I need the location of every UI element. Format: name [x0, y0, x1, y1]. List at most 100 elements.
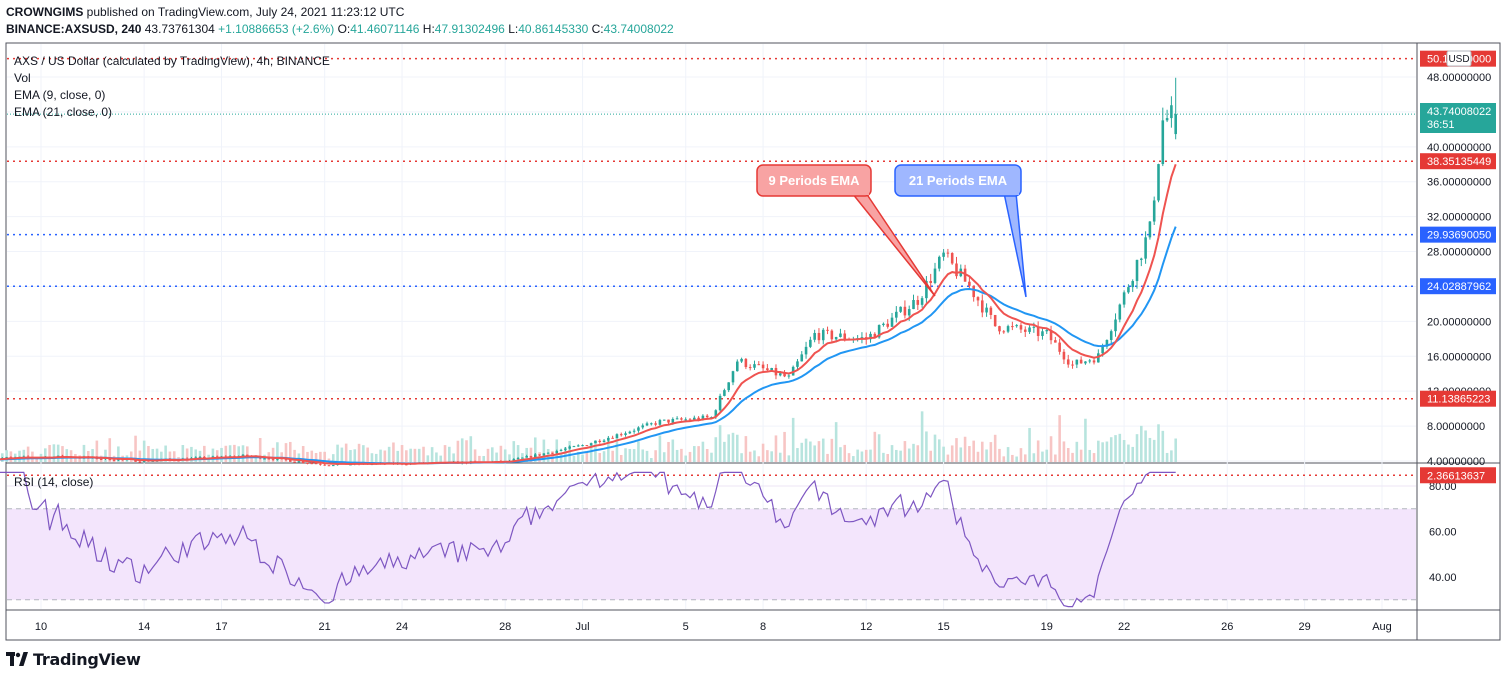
- candles: [1, 77, 1177, 467]
- candle-body: [319, 463, 322, 465]
- volume-bar: [1165, 452, 1169, 462]
- volume-bar: [220, 447, 223, 462]
- volume-bar: [469, 436, 473, 462]
- volume-bar: [529, 447, 533, 462]
- y-tick-label[interactable]: 16.00000000: [1427, 351, 1491, 363]
- volume-bar: [482, 456, 485, 462]
- x-tick-label[interactable]: 26: [1221, 621, 1233, 633]
- volume-bar: [980, 441, 984, 462]
- volume-bar: [499, 445, 503, 462]
- candle-body: [1011, 326, 1014, 328]
- volume-bar: [976, 451, 980, 462]
- candle-body: [989, 307, 993, 315]
- x-tick-label[interactable]: 12: [860, 621, 872, 633]
- candle-body: [576, 445, 580, 447]
- candle-body: [671, 418, 675, 423]
- x-tick-label[interactable]: 24: [396, 621, 408, 633]
- volume-bar: [710, 452, 713, 462]
- candle-body: [198, 456, 202, 458]
- volume-bar: [1097, 440, 1100, 462]
- volume-bar: [271, 447, 275, 462]
- tradingview-logo[interactable]: TradingView: [6, 648, 141, 670]
- volume-bar: [693, 446, 696, 462]
- candle-body: [886, 323, 890, 327]
- volume-bar: [585, 451, 589, 462]
- legend-vol[interactable]: Vol: [14, 71, 31, 85]
- volume-bar: [134, 435, 137, 462]
- volume-bar: [826, 453, 829, 462]
- volume-bar: [44, 448, 47, 462]
- legend-rsi[interactable]: RSI (14, close): [14, 475, 94, 489]
- volume-bar: [387, 446, 391, 462]
- candle-body: [314, 463, 318, 465]
- level-price-labels: 50.1000000038.3513544929.9369005024.0288…: [1420, 50, 1496, 484]
- x-tick-label[interactable]: 22: [1118, 621, 1130, 633]
- volume-bar: [340, 447, 344, 462]
- candle-body: [551, 452, 554, 454]
- volume-bar: [1144, 430, 1147, 462]
- x-tick-label[interactable]: 10: [35, 621, 47, 633]
- time-axis[interactable]: 10 14 17 21 24 28 Jul 5 8 12 15 19 22 26 29 Aug: [35, 621, 1392, 633]
- volume-bar: [856, 449, 859, 462]
- volume-bar: [370, 453, 374, 462]
- x-tick-label[interactable]: 19: [1041, 621, 1053, 633]
- x-tick-label[interactable]: 14: [138, 621, 150, 633]
- candle-body: [727, 382, 730, 391]
- horizontal-levels[interactable]: [7, 57, 1416, 477]
- volume-bar: [533, 437, 537, 462]
- x-tick-label[interactable]: 21: [319, 621, 331, 633]
- legend-ema21[interactable]: EMA (21, close, 0): [14, 105, 113, 119]
- volume-bar: [1088, 449, 1092, 462]
- volume-bar: [903, 441, 907, 462]
- volume-bar: [753, 450, 756, 462]
- volume-bar: [860, 451, 864, 462]
- y-tick-label[interactable]: 48.00000000: [1427, 72, 1491, 84]
- y-tick-label[interactable]: 28.00000000: [1427, 247, 1491, 259]
- rsi-tick-label: 40.00: [1429, 572, 1457, 584]
- candle-body: [611, 437, 614, 439]
- y-tick-label[interactable]: 8.00000000: [1427, 421, 1485, 433]
- candle-body: [521, 457, 524, 459]
- x-tick-label[interactable]: 29: [1299, 621, 1311, 633]
- open-value: 41.46071146: [350, 22, 420, 36]
- volume-bar: [396, 450, 400, 462]
- y-tick-label[interactable]: 40.00000000: [1427, 142, 1491, 154]
- x-tick-label[interactable]: 17: [215, 621, 227, 633]
- y-tick-label[interactable]: 36.00000000: [1427, 177, 1491, 189]
- volume-bar: [727, 434, 730, 462]
- volume-bar: [1174, 438, 1177, 462]
- volume-bar: [1075, 441, 1079, 462]
- volume-bar: [95, 440, 99, 462]
- x-tick-label[interactable]: Aug: [1372, 621, 1392, 633]
- volume-bar: [138, 450, 142, 462]
- volume-bar: [658, 435, 662, 462]
- candle-body: [890, 317, 894, 327]
- candle-body: [907, 309, 911, 316]
- volume-bar: [800, 442, 804, 462]
- volume-bar: [336, 444, 339, 462]
- legend-ema9[interactable]: EMA (9, close, 0): [14, 88, 106, 102]
- price-axis[interactable]: 48.0000000044.0000000040.0000000036.0000…: [1427, 72, 1491, 468]
- candle-body: [946, 252, 950, 254]
- candle-body: [804, 346, 808, 355]
- y-tick-label[interactable]: 4.00000000: [1427, 456, 1485, 468]
- y-tick-label[interactable]: 20.00000000: [1427, 316, 1491, 328]
- candle-body: [516, 458, 520, 460]
- x-tick-label[interactable]: Jul: [576, 621, 590, 633]
- candle-body: [645, 423, 649, 426]
- volume-bar: [491, 447, 494, 462]
- candle-body: [693, 417, 696, 420]
- volume-bar: [319, 451, 322, 462]
- x-tick-label[interactable]: 28: [499, 621, 511, 633]
- y-tick-label[interactable]: 32.00000000: [1427, 212, 1491, 224]
- tradingview-brand: TradingView: [33, 649, 141, 669]
- currency-badge[interactable]: USD: [1446, 50, 1472, 67]
- x-tick-label[interactable]: 5: [683, 621, 689, 633]
- volume-bar: [628, 448, 632, 462]
- x-tick-label[interactable]: 15: [937, 621, 949, 633]
- publisher-name[interactable]: CROWNGIMS: [6, 5, 84, 19]
- volume-bar: [65, 449, 69, 462]
- x-tick-label[interactable]: 8: [760, 621, 766, 633]
- volume-bar: [224, 445, 228, 462]
